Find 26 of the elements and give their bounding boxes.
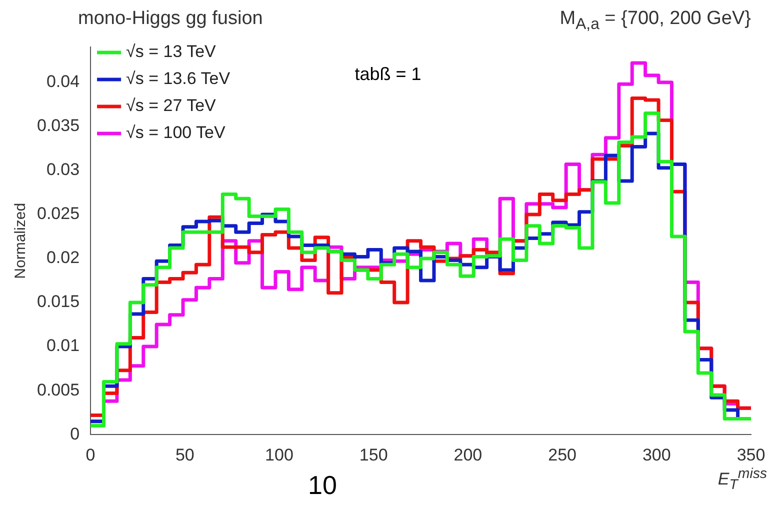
y-tick-label: 0.035 <box>36 116 80 136</box>
legend-label: √s = 100 TeV <box>126 123 226 142</box>
y-tick-label: 0.005 <box>36 380 80 400</box>
y-tick-label: 0.025 <box>36 204 80 224</box>
y-tick-label: 0.015 <box>36 292 80 312</box>
y-tick-label: 0 <box>70 424 80 444</box>
text: 10 <box>308 470 337 501</box>
y-tick-label: 0.01 <box>46 336 80 356</box>
x-tick-label: 350 <box>736 445 766 464</box>
chart-subtitle: M$_{A,a}$ = {700, 200 GeV} <box>560 8 751 34</box>
y-tick-label: 0.04 <box>46 72 80 92</box>
x-tick-label: 100 <box>265 445 294 464</box>
x-tick-label: 50 <box>175 445 194 464</box>
y-tick-label: 0.02 <box>46 248 80 268</box>
y-axis-title: Normalized <box>12 202 30 279</box>
x-tick-label: 0 <box>86 445 96 464</box>
chart-title: mono-Higgs gg fusion <box>78 8 263 31</box>
legend-label: √s = 13 TeV <box>126 42 217 62</box>
y-tick-label: 0.03 <box>46 160 80 180</box>
legend-label: √s = 13.6 TeV <box>126 69 231 88</box>
annotation: tabß = 1 <box>354 64 422 84</box>
x-tick-label: 300 <box>642 445 671 464</box>
x-tick-label: 250 <box>548 445 576 464</box>
x-tick-label: 150 <box>359 445 388 464</box>
legend-label: √s = 27 TeV <box>126 96 217 116</box>
x-tick-label: 200 <box>454 445 482 464</box>
